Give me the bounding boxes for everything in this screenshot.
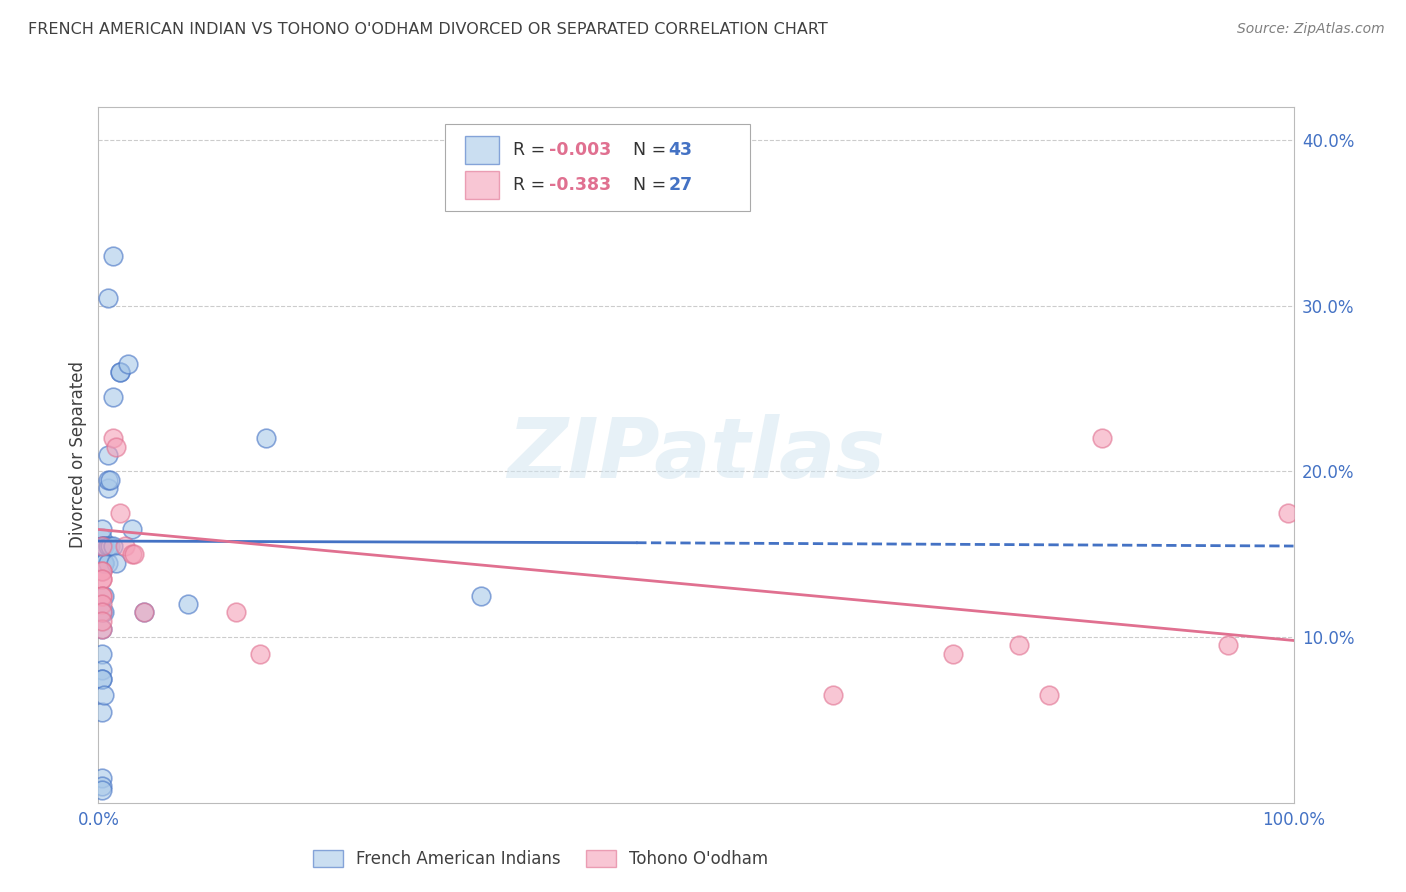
Legend: French American Indians, Tohono O'odham: French American Indians, Tohono O'odham <box>307 843 775 874</box>
Point <box>97 556 120 570</box>
Point <box>101 249 124 263</box>
Text: FRENCH AMERICAN INDIAN VS TOHONO O'ODHAM DIVORCED OR SEPARATED CORRELATION CHART: FRENCH AMERICAN INDIAN VS TOHONO O'ODHAM… <box>28 22 828 37</box>
Point <box>98 473 122 487</box>
Point <box>91 564 114 578</box>
Point <box>91 647 114 661</box>
Point <box>91 663 114 677</box>
Point <box>91 622 114 636</box>
Point <box>93 688 115 702</box>
Point <box>93 556 115 570</box>
Point <box>97 448 120 462</box>
Point <box>101 431 124 445</box>
Point <box>91 782 114 797</box>
Point <box>91 523 114 537</box>
Point <box>254 431 277 445</box>
Text: -0.003: -0.003 <box>548 141 612 159</box>
Point <box>91 779 114 793</box>
Point <box>91 564 114 578</box>
Point <box>91 672 114 686</box>
Point <box>97 473 120 487</box>
Point <box>91 539 114 553</box>
Point <box>225 605 247 619</box>
Point <box>1216 639 1239 653</box>
Point <box>93 605 115 619</box>
Point <box>101 390 124 404</box>
Text: N =: N = <box>633 176 672 194</box>
Text: R =: R = <box>513 176 551 194</box>
Point <box>105 440 128 454</box>
Point <box>93 539 115 553</box>
Point <box>114 539 136 553</box>
Point <box>121 523 143 537</box>
Point <box>108 506 131 520</box>
Point <box>132 605 155 619</box>
Point <box>93 556 115 570</box>
FancyBboxPatch shape <box>465 171 499 199</box>
Point <box>91 572 114 586</box>
Point <box>93 539 115 553</box>
Text: N =: N = <box>633 141 672 159</box>
Point <box>1277 506 1299 520</box>
Text: R =: R = <box>513 141 551 159</box>
Point <box>1091 431 1114 445</box>
Point <box>91 539 114 553</box>
Point <box>108 365 131 379</box>
Point <box>91 614 114 628</box>
Text: Source: ZipAtlas.com: Source: ZipAtlas.com <box>1237 22 1385 37</box>
Point <box>124 547 146 561</box>
Point <box>1038 688 1060 702</box>
Point <box>942 647 965 661</box>
Point <box>91 705 114 719</box>
Point <box>823 688 845 702</box>
Text: 27: 27 <box>668 176 693 194</box>
Point <box>91 539 114 553</box>
Point <box>91 597 114 611</box>
Point <box>91 672 114 686</box>
Text: -0.383: -0.383 <box>548 176 612 194</box>
Point <box>91 589 114 603</box>
Point <box>1007 639 1029 653</box>
Point <box>91 622 114 636</box>
Point <box>91 605 114 619</box>
Point <box>132 605 155 619</box>
Point <box>108 365 131 379</box>
Y-axis label: Divorced or Separated: Divorced or Separated <box>69 361 87 549</box>
Point <box>121 547 143 561</box>
Point <box>91 531 114 545</box>
Point <box>97 291 120 305</box>
Point <box>249 647 271 661</box>
FancyBboxPatch shape <box>444 124 749 211</box>
Point <box>91 605 114 619</box>
Point <box>93 556 115 570</box>
Point <box>93 589 115 603</box>
Point <box>177 597 200 611</box>
Point <box>101 539 124 553</box>
FancyBboxPatch shape <box>465 136 499 164</box>
Point <box>91 572 114 586</box>
Point <box>117 357 139 371</box>
Point <box>97 481 120 495</box>
Point <box>470 589 492 603</box>
Point <box>98 539 122 553</box>
Point <box>91 771 114 785</box>
Text: 43: 43 <box>668 141 693 159</box>
Point <box>91 589 114 603</box>
Text: ZIPatlas: ZIPatlas <box>508 415 884 495</box>
Point <box>105 556 128 570</box>
Point <box>97 539 120 553</box>
Point <box>91 547 114 561</box>
